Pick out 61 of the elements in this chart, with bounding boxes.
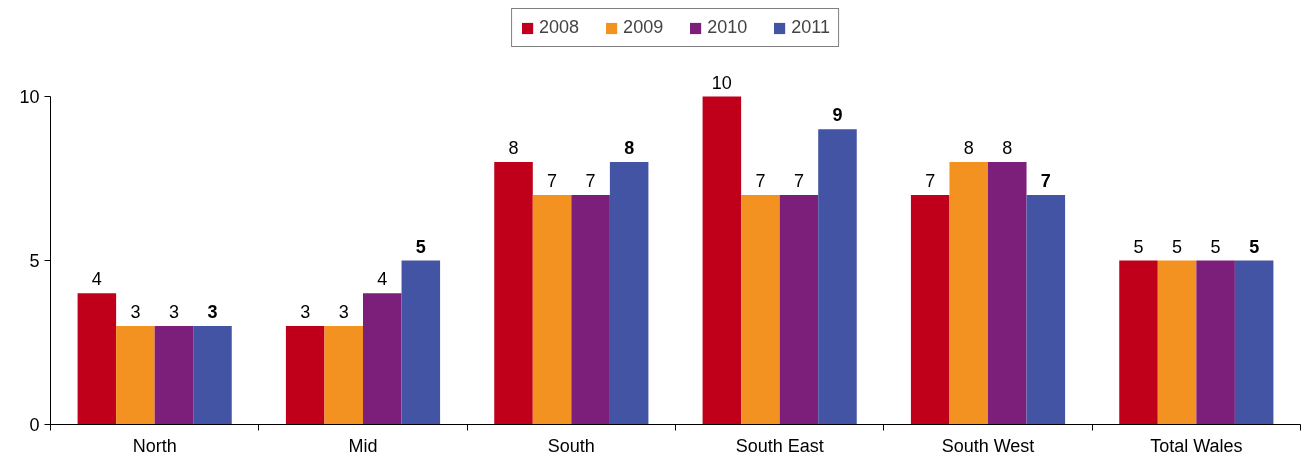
data-label: 5 (1249, 236, 1260, 257)
data-label: 3 (207, 302, 218, 323)
bar (77, 293, 117, 425)
x-tick-label: North (132, 435, 177, 456)
bar (571, 194, 610, 425)
bar (324, 326, 363, 425)
bar (949, 162, 988, 425)
legend-label: 2008 (539, 17, 580, 38)
x-tick-label: South (547, 435, 595, 456)
bar (1026, 194, 1066, 425)
x-tick-label: South East (735, 435, 824, 456)
bar (779, 194, 819, 425)
data-label: 10 (711, 72, 732, 93)
data-label: 7 (1040, 170, 1051, 191)
bar (494, 162, 533, 425)
data-label: 7 (755, 170, 766, 191)
bar (609, 162, 649, 425)
data-label: 5 (1210, 236, 1221, 257)
x-tick-label: Mid (348, 435, 378, 456)
data-label: 7 (547, 170, 558, 191)
bar (193, 326, 232, 425)
data-label: 7 (925, 170, 936, 191)
data-label: 5 (415, 236, 426, 257)
data-label: 8 (624, 138, 635, 159)
data-label: 5 (1133, 236, 1144, 257)
data-label: 8 (963, 138, 974, 159)
bar (401, 260, 441, 425)
data-label: 5 (1172, 236, 1183, 257)
data-label: 4 (377, 269, 388, 290)
bar (988, 162, 1027, 425)
bar (818, 129, 857, 425)
y-tick-label: 0 (29, 415, 40, 435)
legend-label: 2009 (623, 17, 664, 38)
bar (154, 326, 194, 425)
bar (741, 194, 780, 425)
data-label: 3 (168, 302, 179, 323)
bar (116, 326, 155, 425)
bar (532, 194, 572, 425)
data-label: 7 (793, 170, 804, 191)
bar (1196, 260, 1235, 425)
data-label: 3 (130, 302, 141, 323)
bar (702, 96, 742, 425)
bar (1234, 260, 1274, 425)
data-label: 3 (338, 302, 349, 323)
bar (285, 326, 325, 425)
x-tick-label: Total Wales (1150, 435, 1243, 456)
y-tick-label: 10 (19, 87, 40, 107)
x-tick-label: South West (941, 435, 1035, 456)
bar (1119, 260, 1158, 425)
bar (1157, 260, 1197, 425)
legend-label: 2011 (791, 17, 830, 38)
legend-label: 2010 (707, 17, 748, 38)
data-label: 8 (1002, 138, 1013, 159)
data-label: 9 (832, 105, 843, 126)
data-label: 4 (91, 269, 102, 290)
bar (363, 293, 402, 425)
y-tick-label: 5 (29, 251, 40, 271)
data-label: 7 (585, 170, 596, 191)
data-label: 8 (508, 138, 519, 159)
data-label: 3 (300, 302, 311, 323)
bar (910, 194, 950, 425)
